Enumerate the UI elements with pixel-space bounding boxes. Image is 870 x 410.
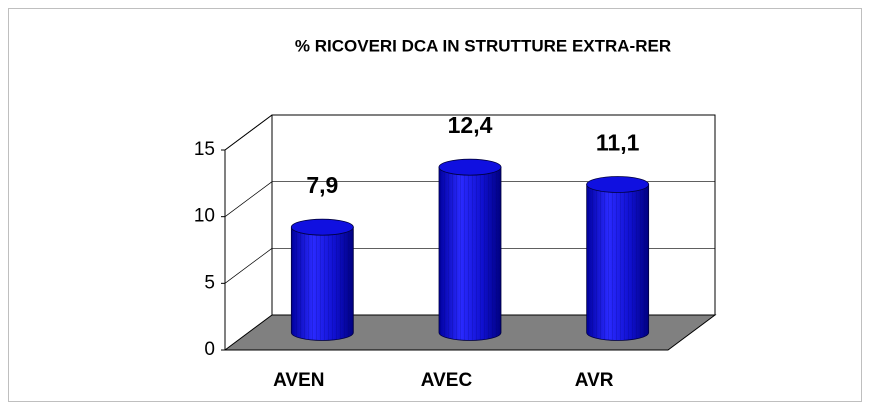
- y-tick-label: 5: [204, 272, 215, 293]
- bar-stripes: [586, 184, 649, 341]
- value-label: 11,1: [596, 130, 640, 156]
- grid-line-side: [224, 181, 273, 217]
- bar-top: [290, 218, 354, 236]
- bar-top: [586, 176, 650, 193]
- bar-top: [438, 158, 502, 176]
- x-tick-label: AVR: [575, 370, 614, 391]
- chart-title: % RICOVERI DCA IN STRUTTURE EXTRA-RER: [295, 36, 671, 55]
- grid-line-side: [224, 114, 273, 151]
- y-tick-label: 0: [204, 339, 215, 360]
- x-tick-label: AVEN: [273, 370, 324, 391]
- y-tick-label: 10: [194, 206, 215, 227]
- x-tick-label: AVEC: [421, 370, 473, 391]
- bar-stripes: [439, 167, 501, 341]
- grid-line-side: [224, 248, 273, 284]
- y-tick-label: 15: [194, 139, 215, 160]
- bar-stripes: [291, 227, 354, 341]
- value-label: 7,9: [306, 172, 338, 198]
- value-label: 12,4: [448, 112, 493, 138]
